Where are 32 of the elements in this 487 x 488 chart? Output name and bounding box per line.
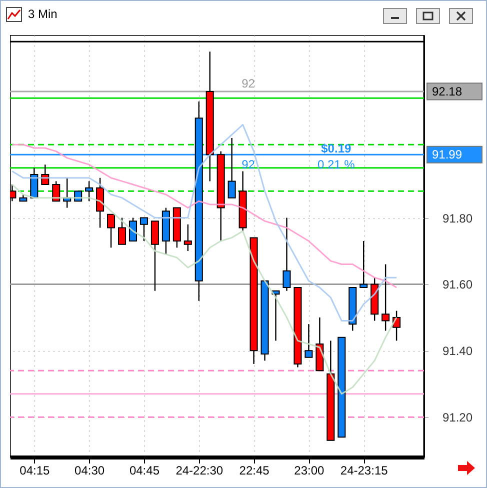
annotation: 92 (242, 76, 256, 90)
candlestick (107, 214, 116, 248)
y-tick-label: 91.80 (442, 211, 473, 226)
candlestick (52, 180, 60, 202)
candlestick (382, 264, 390, 332)
candlestick (228, 137, 236, 198)
annotation: $0.19 (321, 142, 352, 156)
x-tick-label: 24-23:15 (340, 464, 388, 478)
y-tick-label: 91.60 (442, 278, 473, 292)
chart-title: 3 Min (28, 7, 58, 21)
x-tick-label: 04:30 (74, 464, 105, 478)
ref-line-label: 91.99 (432, 148, 462, 162)
line-series (11, 124, 398, 322)
candlestick (360, 240, 368, 288)
candlestick (128, 217, 138, 242)
x-tick-label: 23:00 (294, 464, 325, 478)
candlestick (118, 217, 126, 245)
line-series (11, 144, 398, 288)
x-tick-label: 04:15 (20, 464, 50, 478)
candlestick (85, 180, 94, 202)
y-tick-label: 91.40 (442, 344, 473, 358)
candlestick (96, 177, 104, 228)
candlestick (282, 217, 291, 292)
candlestick (184, 224, 192, 252)
candlestick (150, 220, 159, 292)
x-tick-label: 04:45 (129, 464, 160, 478)
candlestick (140, 217, 148, 242)
y-tick-label: 91.20 (442, 410, 473, 425)
candlestick (304, 323, 313, 358)
x-tick-label: 24-22:30 (176, 464, 224, 478)
x-tick-label: 22:45 (239, 464, 270, 478)
ref-line-label: 92.18 (432, 84, 462, 98)
